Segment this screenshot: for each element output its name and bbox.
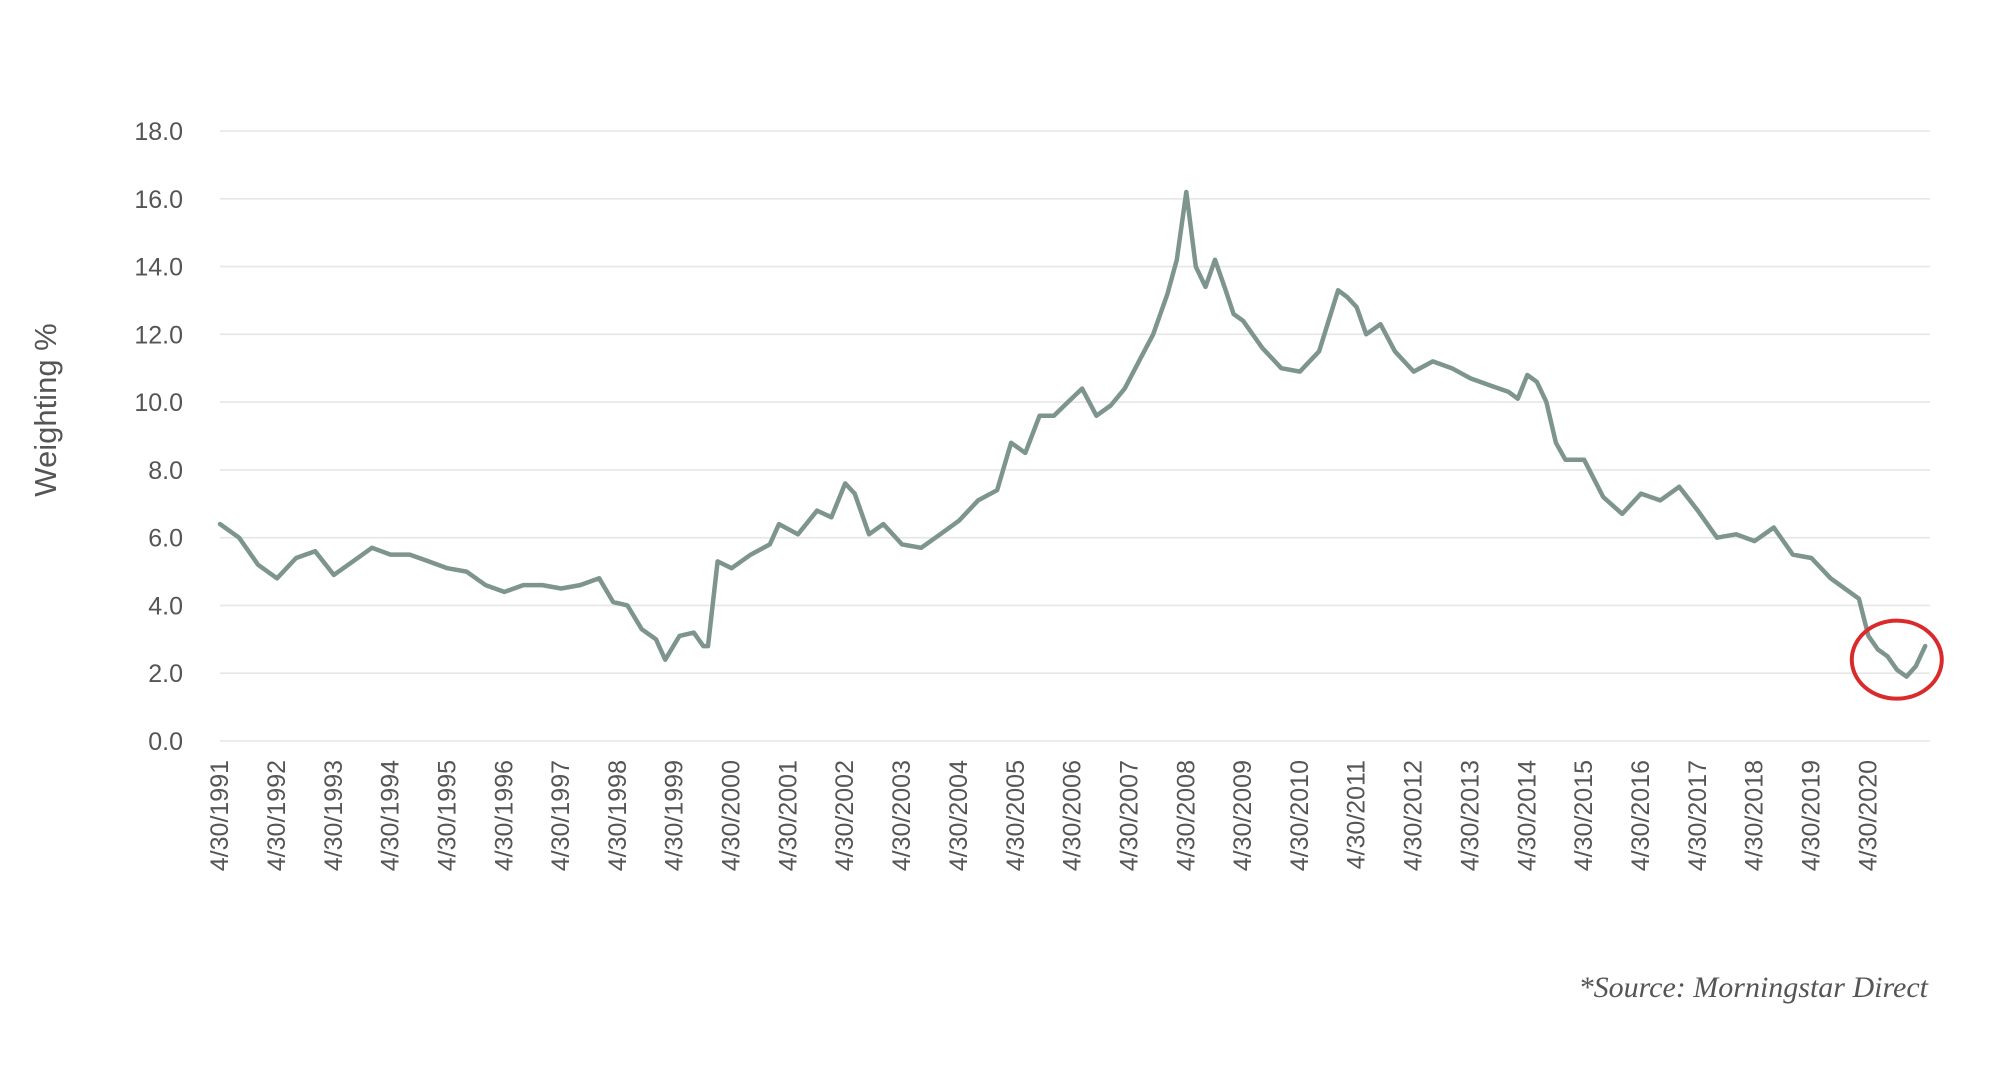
x-tick-label: 4/30/1999 — [661, 760, 689, 871]
x-tick-label: 4/30/2007 — [1115, 760, 1143, 871]
x-tick-label: 4/30/2002 — [831, 760, 859, 871]
x-tick-label: 4/30/2018 — [1741, 760, 1769, 871]
y-tick-label: 6.0 — [148, 525, 183, 553]
x-axis-ticks: 4/30/1991 4/30/1992 4/30/1993 4/30/1994 4/30… — [206, 760, 1882, 871]
x-tick-label: 4/30/2013 — [1456, 760, 1484, 871]
y-tick-label: 4.0 — [148, 592, 183, 620]
y-axis-label: Weighting % — [28, 323, 63, 496]
x-tick-label: 4/30/2015 — [1570, 760, 1598, 871]
y-tick-label: 0.0 — [148, 728, 183, 756]
y-tick-label: 10.0 — [134, 389, 183, 417]
y-tick-label: 2.0 — [148, 660, 183, 688]
series-line — [217, 189, 1928, 679]
x-tick-label: 4/30/2009 — [1229, 760, 1257, 871]
x-tick-label: 4/30/2006 — [1059, 760, 1087, 871]
gridlines — [220, 130, 1930, 742]
x-tick-label: 4/30/2008 — [1172, 760, 1200, 871]
x-tick-label: 4/30/2014 — [1513, 760, 1541, 871]
x-tick-label: 4/30/2020 — [1854, 760, 1882, 871]
y-tick-label: 8.0 — [148, 457, 183, 485]
y-tick-label: 12.0 — [134, 321, 183, 349]
x-tick-label: 4/30/1997 — [547, 760, 575, 871]
x-tick-label: 4/30/2012 — [1400, 760, 1428, 871]
y-tick-label: 16.0 — [134, 186, 183, 214]
x-tick-label: 4/30/2000 — [718, 760, 746, 871]
y-tick-label: 14.0 — [134, 254, 183, 282]
x-tick-label: 4/30/2016 — [1627, 760, 1655, 871]
source-note: *Source: Morningstar Direct — [1579, 971, 1929, 1004]
y-axis-ticks: 0.0 2.0 4.0 6.0 8.0 10.0 12.0 14.0 16.0 18.0 — [134, 118, 183, 756]
x-tick-label: 4/30/2001 — [774, 760, 802, 871]
x-tick-label: 4/30/1994 — [377, 760, 405, 871]
x-tick-label: 4/30/1991 — [206, 760, 234, 871]
x-tick-label: 4/30/2003 — [888, 760, 916, 871]
x-tick-label: 4/30/2017 — [1684, 760, 1712, 871]
highlight-circle — [1849, 618, 1944, 701]
x-tick-label: 4/30/1998 — [604, 760, 632, 871]
x-tick-label: 4/30/2004 — [945, 760, 973, 871]
x-tick-label: 4/30/2019 — [1797, 760, 1825, 871]
y-tick-label: 18.0 — [134, 118, 183, 146]
x-tick-label: 4/30/1993 — [320, 760, 348, 871]
x-tick-label: 4/30/2011 — [1343, 760, 1371, 869]
x-tick-label: 4/30/1992 — [263, 760, 291, 871]
x-tick-label: 4/30/2010 — [1286, 760, 1314, 871]
x-tick-label: 4/30/1996 — [490, 760, 518, 871]
x-tick-label: 4/30/1995 — [433, 760, 461, 871]
x-tick-label: 4/30/2005 — [1002, 760, 1030, 871]
